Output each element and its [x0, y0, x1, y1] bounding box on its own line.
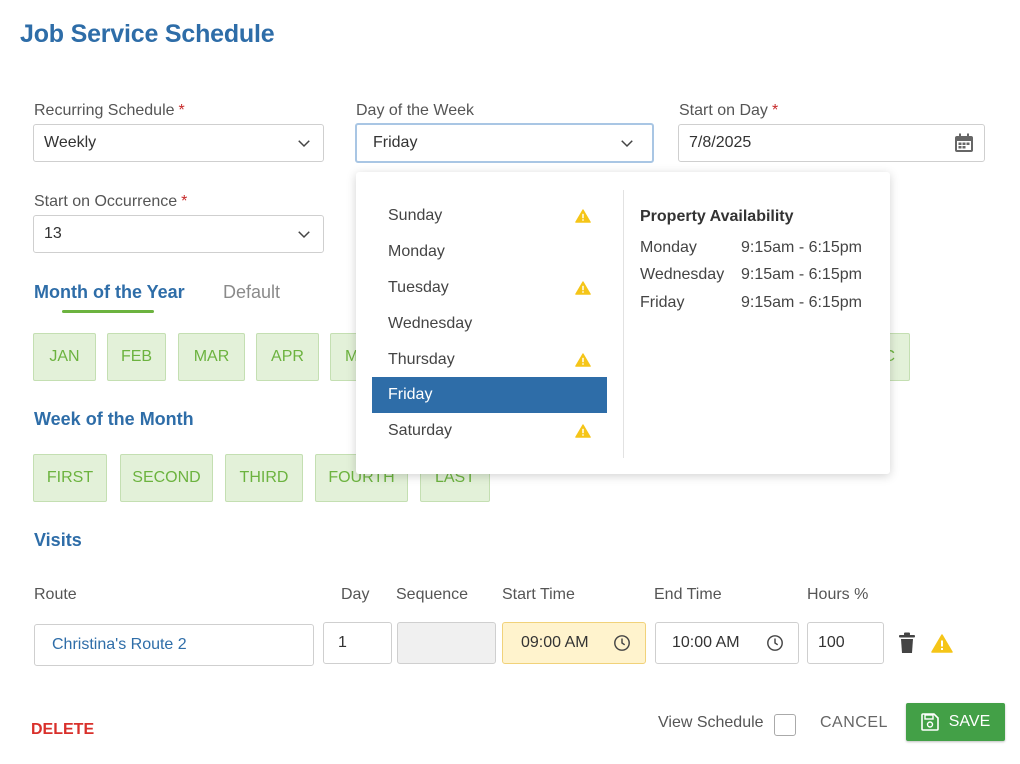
calendar-icon[interactable]: [954, 133, 974, 153]
required-marker: *: [178, 102, 185, 119]
day-option-sunday[interactable]: Sunday: [372, 198, 607, 234]
start-on-day-value: 7/8/2025: [689, 134, 752, 151]
availability-day: Friday: [640, 294, 685, 311]
month-chip-mar[interactable]: MAR: [178, 333, 245, 381]
month-chip-jan[interactable]: JAN: [33, 333, 96, 381]
column-header-route: Route: [34, 586, 77, 603]
day-value: 1: [338, 634, 347, 651]
start-on-occurrence-label: Start on Occurrence *: [34, 193, 187, 211]
start-time-input[interactable]: 09:00 AM: [502, 622, 646, 664]
trash-icon[interactable]: [898, 632, 916, 654]
recurring-schedule-label-text: Recurring Schedule: [34, 102, 175, 119]
dropdown-divider: [623, 190, 624, 458]
chevron-down-icon: [621, 140, 633, 148]
recurring-schedule-label: Recurring Schedule *: [34, 102, 185, 120]
end-time-value: 10:00 AM: [672, 634, 740, 651]
day-option-saturday[interactable]: Saturday: [372, 413, 607, 449]
recurring-schedule-value: Weekly: [44, 134, 97, 151]
day-option-label: Tuesday: [388, 279, 449, 296]
floppy-disk-icon: [920, 713, 939, 731]
chevron-down-icon: [298, 231, 310, 239]
day-option-label: Saturday: [388, 422, 453, 439]
hours-percent-value: 100: [818, 634, 845, 651]
route-value: Christina's Route 2: [52, 636, 187, 653]
day-option-friday[interactable]: Friday: [372, 377, 607, 413]
availability-day: Wednesday: [640, 266, 725, 283]
page-title: Job Service Schedule: [20, 20, 275, 48]
column-header-hours-percent: Hours %: [807, 586, 869, 603]
warning-icon: [575, 209, 591, 223]
end-time-input[interactable]: 10:00 AM: [655, 622, 799, 664]
clock-icon[interactable]: [766, 634, 784, 652]
required-marker: *: [771, 102, 779, 119]
column-header-end-time: End Time: [654, 586, 722, 603]
start-on-day-label: Start on Day *: [679, 102, 778, 120]
active-tab-indicator: [62, 310, 154, 313]
column-header-start-time: Start Time: [502, 586, 575, 603]
save-button-label: SAVE: [948, 713, 991, 730]
warning-icon: [575, 424, 591, 438]
day-option-label: Wednesday: [388, 315, 473, 332]
availability-time: 9:15am - 6:15pm: [741, 266, 862, 283]
property-availability-title: Property Availability: [640, 208, 794, 225]
warning-icon: [931, 634, 953, 653]
day-option-wednesday[interactable]: Wednesday: [372, 306, 607, 342]
day-option-label: Friday: [388, 386, 433, 403]
day-of-week-label-text: Day of the Week: [356, 102, 474, 119]
route-input[interactable]: Christina's Route 2: [34, 624, 314, 666]
tab-default[interactable]: Default: [223, 282, 281, 302]
column-header-day: Day: [341, 586, 370, 603]
view-schedule-checkbox[interactable]: [774, 714, 796, 736]
week-chip-first[interactable]: FIRST: [33, 454, 107, 502]
day-of-week-select[interactable]: Friday: [355, 123, 654, 163]
day-option-label: Monday: [388, 243, 445, 260]
start-time-value: 09:00 AM: [521, 634, 589, 651]
tab-month-of-the-year[interactable]: Month of the Year: [34, 282, 185, 302]
day-of-week-dropdown: Sunday Monday Tuesday Wednesday Thursday…: [356, 172, 890, 474]
availability-day: Monday: [640, 239, 697, 256]
delete-button[interactable]: DELETE: [31, 721, 95, 738]
availability-time: 9:15am - 6:15pm: [741, 239, 862, 256]
hours-percent-input[interactable]: 100: [807, 622, 884, 664]
day-of-week-label: Day of the Week: [356, 102, 474, 120]
day-option-monday[interactable]: Monday: [372, 234, 607, 270]
required-marker: *: [181, 193, 188, 210]
chevron-down-icon: [298, 140, 310, 148]
start-on-day-label-text: Start on Day: [679, 102, 768, 119]
day-option-tuesday[interactable]: Tuesday: [372, 270, 607, 306]
warning-icon: [575, 281, 591, 295]
week-chip-second[interactable]: SECOND: [120, 454, 213, 502]
week-of-month-heading: Week of the Month: [34, 409, 194, 429]
week-chip-third[interactable]: THIRD: [225, 454, 303, 502]
start-on-occurrence-label-text: Start on Occurrence: [34, 193, 178, 210]
view-schedule-label: View Schedule: [658, 714, 764, 731]
day-of-week-value: Friday: [373, 134, 418, 151]
start-on-occurrence-value: 13: [44, 225, 62, 242]
start-on-occurrence-select[interactable]: 13: [33, 215, 324, 253]
visits-heading: Visits: [34, 530, 82, 550]
day-option-thursday[interactable]: Thursday: [372, 342, 607, 378]
save-button[interactable]: SAVE: [906, 703, 1005, 741]
recurring-schedule-select[interactable]: Weekly: [33, 124, 324, 162]
sequence-input: [397, 622, 496, 664]
availability-time: 9:15am - 6:15pm: [741, 294, 862, 311]
month-chip-feb[interactable]: FEB: [107, 333, 166, 381]
month-chip-apr[interactable]: APR: [256, 333, 319, 381]
warning-icon: [575, 353, 591, 367]
clock-icon[interactable]: [613, 634, 631, 652]
day-input[interactable]: 1: [323, 622, 392, 664]
start-on-day-input[interactable]: 7/8/2025: [678, 124, 985, 162]
column-header-sequence: Sequence: [396, 586, 469, 603]
cancel-button[interactable]: CANCEL: [820, 714, 888, 731]
day-option-label: Thursday: [388, 351, 455, 368]
day-option-label: Sunday: [388, 207, 443, 224]
